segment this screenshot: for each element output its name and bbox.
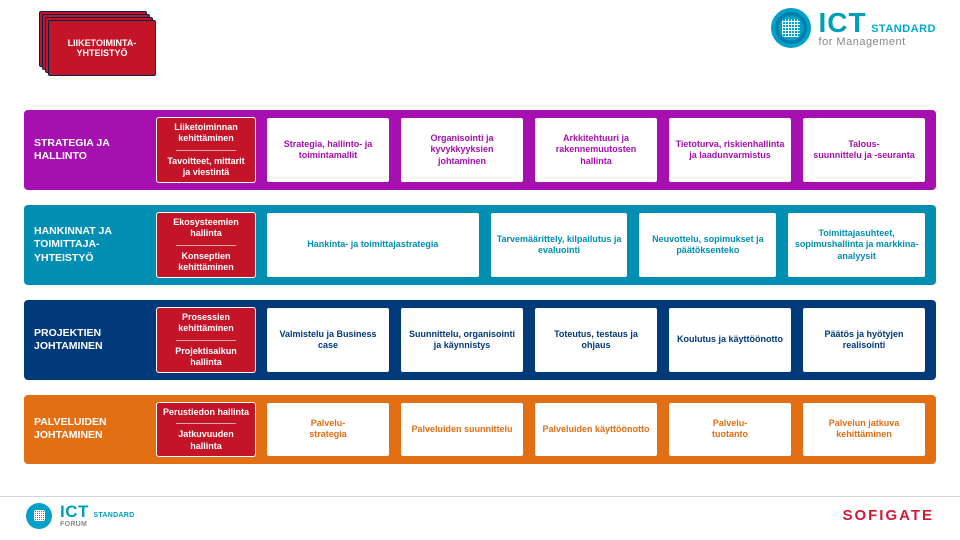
row-red-cell: Liiketoiminnan kehittäminenTavoitteet, m… bbox=[156, 117, 256, 183]
row-cell: Päätös ja hyötyjen realisointi bbox=[802, 307, 926, 373]
row-label: PALVELUIDEN JOHTAMINEN bbox=[34, 402, 146, 457]
row-cell: Palvelu- strategia bbox=[266, 402, 390, 457]
footer-brand-forum: ICT STANDARD FORUM bbox=[26, 503, 135, 529]
row-red-cell: Perustiedon hallintaJatkuvuuden hallinta bbox=[156, 402, 256, 457]
row-label: PROJEKTIEN JOHTAMINEN bbox=[34, 307, 146, 373]
row-cell: Palveluiden käyttöönotto bbox=[534, 402, 658, 457]
brand-logo-top: ICT STANDARD for Management bbox=[771, 8, 936, 48]
footer-sofigate: SOFIGATE bbox=[842, 507, 934, 524]
footer-forum: FORUM bbox=[60, 521, 135, 528]
framework-row: HANKINNAT JA TOIMITTAJA- YHTEISTYÖEkosys… bbox=[24, 205, 936, 285]
brand-tagline: for Management bbox=[819, 37, 936, 48]
footer-standard: STANDARD bbox=[93, 512, 134, 519]
row-red-cell: Ekosysteemien hallintaKonseptien kehittä… bbox=[156, 212, 256, 278]
footer-ict: ICT bbox=[60, 502, 89, 521]
framework-row: STRATEGIA JA HALLINTOLiiketoiminnan kehi… bbox=[24, 110, 936, 190]
row-cell: Tietoturva, riskienhallinta ja laadunvar… bbox=[668, 117, 792, 183]
row-cell: Hankinta- ja toimittajastrategia bbox=[266, 212, 480, 278]
row-cell: Suunnittelu, organisointi ja käynnistys bbox=[400, 307, 524, 373]
row-cell: Valmistelu ja Business case bbox=[266, 307, 390, 373]
row-cell: Palveluiden suunnittelu bbox=[400, 402, 524, 457]
row-cell: Organisointi ja kyvykkyyksien johtaminen bbox=[400, 117, 524, 183]
footer-medallion-icon bbox=[26, 503, 52, 529]
row-cell: Strategia, hallinto- ja toimintamallit bbox=[266, 117, 390, 183]
framework-row: PROJEKTIEN JOHTAMINENProsessien kehittäm… bbox=[24, 300, 936, 380]
row-cell: Koulutus ja käyttöönotto bbox=[668, 307, 792, 373]
row-cell: Toteutus, testaus ja ohjaus bbox=[534, 307, 658, 373]
brand-ict: ICT bbox=[819, 7, 867, 38]
row-label: HANKINNAT JA TOIMITTAJA- YHTEISTYÖ bbox=[34, 212, 146, 278]
brand-medallion-icon bbox=[771, 8, 811, 48]
footer: ICT STANDARD FORUM SOFIGATE bbox=[0, 496, 960, 534]
row-cell: Arkkitehtuuri ja rakennemuutosten hallin… bbox=[534, 117, 658, 183]
row-red-cell: Prosessien kehittäminenProjektisalkun ha… bbox=[156, 307, 256, 373]
row-cell: Neuvottelu, sopimukset ja päätöksenteko bbox=[638, 212, 777, 278]
framework-grid: STRATEGIA JA HALLINTOLiiketoiminnan kehi… bbox=[24, 110, 936, 464]
float-box-label: LIIKETOIMINTA- YHTEISTYÖ bbox=[48, 20, 156, 76]
row-cell: Palvelun jatkuva kehittäminen bbox=[802, 402, 926, 457]
row-label: STRATEGIA JA HALLINTO bbox=[34, 117, 146, 183]
float-box-liiketoiminta: LIIKETOIMINTA- YHTEISTYÖ bbox=[48, 20, 156, 76]
framework-row: PALVELUIDEN JOHTAMINENPerustiedon hallin… bbox=[24, 395, 936, 464]
row-cell: Toimittajasuhteet, sopimushallinta ja ma… bbox=[787, 212, 926, 278]
row-cell: Tarvemäärittely, kilpailutus ja evaluoin… bbox=[490, 212, 629, 278]
row-cell: Palvelu- tuotanto bbox=[668, 402, 792, 457]
brand-standard: STANDARD bbox=[871, 23, 936, 35]
row-cell: Talous- suunnittelu ja -seuranta bbox=[802, 117, 926, 183]
